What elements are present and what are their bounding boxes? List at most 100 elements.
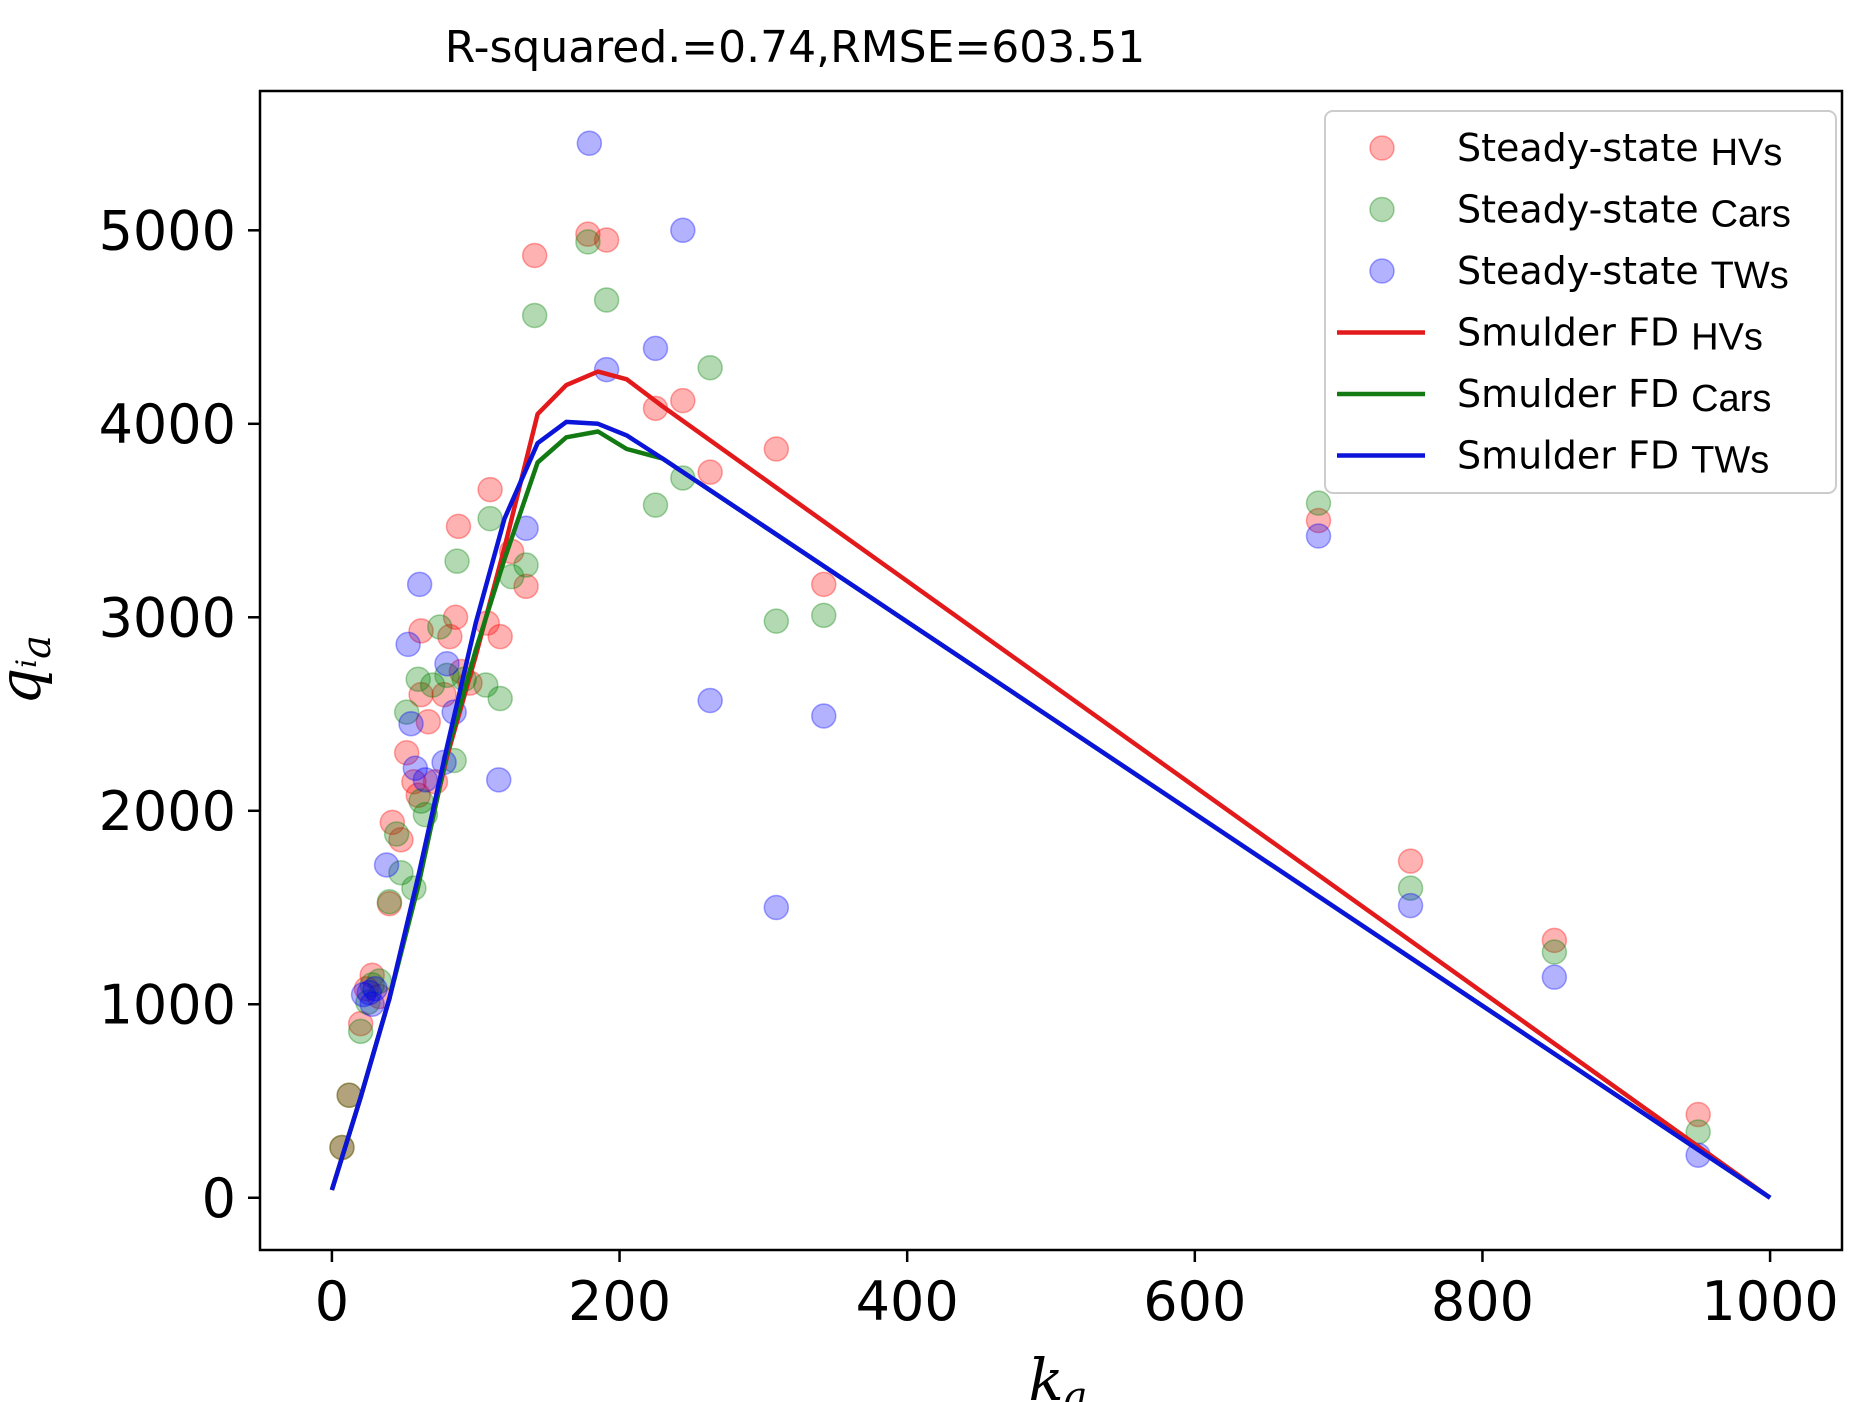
x-tick-label: 200 [568, 1270, 671, 1333]
scatter-point [576, 130, 603, 156]
legend-entry-steady-state-tws: Steady-state TWs [1369, 249, 1789, 297]
scatter-point [376, 888, 403, 915]
scatter-point [477, 476, 503, 503]
y-tick-label: 4000 [99, 393, 236, 456]
scatter-point [427, 614, 453, 640]
x-tick-label: 0 [315, 1270, 349, 1333]
scatter-point [1685, 1101, 1711, 1128]
legend-label-main: Smulder FD [1457, 311, 1679, 355]
scatter-point [1397, 892, 1424, 919]
scatter-point [811, 602, 837, 629]
x-tick-label: 400 [856, 1270, 959, 1333]
chart-title: R-squared.=0.74,RMSE=603.51 [445, 22, 1145, 73]
scatter-point [593, 227, 620, 253]
legend-label-suffix: HVs [1691, 317, 1763, 359]
legend-label-main: Smulder FD [1457, 434, 1679, 478]
legend-marker [1369, 135, 1395, 161]
scatter-point [763, 894, 790, 921]
scatter-point [350, 981, 377, 1008]
y-tick-label: 1000 [99, 973, 236, 1036]
scatter-point [393, 739, 420, 766]
scatter-point [1541, 939, 1568, 965]
scatter-point [477, 505, 503, 532]
scatter-point [353, 976, 380, 1002]
y-axis-label: qia [0, 635, 60, 705]
scatter-point [379, 809, 406, 836]
legend-marker [1369, 258, 1395, 284]
y-label-base: q [0, 668, 54, 705]
scatter-point [811, 571, 837, 598]
x-tick-label: 800 [1431, 1270, 1534, 1333]
legend-entry-smulder-fd-tws: Smulder FD TWs [1337, 434, 1769, 482]
scatter-point [1541, 927, 1568, 954]
scatter-point [670, 217, 696, 244]
x-tick-label: 1000 [1701, 1270, 1838, 1333]
legend-box [1324, 110, 1837, 494]
legend-entry-smulder-fd-hvs: Smulder FD HVs [1337, 311, 1763, 359]
scatter-point [402, 755, 429, 781]
legend-marker [1369, 196, 1395, 223]
legend-entry-steady-state-cars: Steady-state Cars [1369, 188, 1791, 236]
y-tick-label: 3000 [99, 586, 236, 649]
scatter-point [415, 709, 442, 735]
y-label-sub-i: i [10, 659, 43, 668]
scatter-point [356, 979, 383, 1006]
scatter-point [697, 687, 723, 714]
scatter-point [362, 976, 388, 1002]
y-tick-label: 0 [202, 1167, 236, 1230]
scatter-point [405, 666, 431, 692]
x-axis-label: ka [1028, 1346, 1087, 1402]
x-tick-label: 600 [1143, 1270, 1246, 1333]
scatter-point [473, 672, 499, 698]
scatter-point [408, 681, 434, 708]
scatter-point [811, 703, 837, 729]
scatter-point [359, 962, 385, 988]
scatter-point [393, 699, 420, 725]
legend-entry-steady-state-hvs: Steady-state HVs [1369, 126, 1782, 174]
legend-label-suffix: Cars [1691, 378, 1771, 420]
scatter-point [642, 492, 669, 518]
legend-label-main: Steady-state [1457, 249, 1699, 293]
scatter-point [763, 608, 790, 634]
x-axis: 0 200 400 600 800 1000 [315, 1250, 1839, 1333]
legend-entry-smulder-fd-cars: Smulder FD Cars [1337, 372, 1771, 420]
legend-label-main: Smulder FD [1457, 372, 1679, 416]
scatter-point [1305, 523, 1332, 549]
scatter-point [487, 623, 513, 650]
scatter-point [1305, 490, 1332, 516]
scatter-point [442, 604, 469, 631]
scatter-point [359, 972, 385, 998]
legend-label: Steady-state HVs [1457, 126, 1782, 174]
scatter-point [763, 436, 790, 462]
scatter-point [521, 242, 548, 269]
scatter-point [383, 821, 410, 847]
scatter-point [1305, 507, 1332, 534]
legend-label-suffix: TWs [1691, 440, 1769, 482]
scatter-point [376, 890, 403, 917]
line-smulder-fd-tws [329, 419, 1772, 1200]
scatter-point [347, 1018, 374, 1045]
scatter-point [388, 859, 414, 886]
scatter-point [405, 782, 431, 809]
legend-label-main: Steady-state [1457, 188, 1699, 232]
scatter-point [487, 685, 513, 712]
y-label-sub-a: a [14, 635, 60, 659]
scatter-point [575, 221, 601, 247]
scatter-point [395, 631, 421, 658]
scatter-point [434, 650, 460, 677]
y-axis: 0 1000 2000 3000 4000 5000 [99, 199, 260, 1230]
scatter-point [401, 769, 427, 795]
scatter-point [513, 552, 539, 578]
scatter-point [412, 767, 439, 793]
y-tick-label: 5000 [99, 199, 236, 262]
series-steady-state-cars [329, 229, 1711, 1161]
legend-label-suffix: Cars [1711, 194, 1791, 236]
scatter-point [445, 513, 472, 540]
scatter-point [398, 710, 424, 737]
scatter-point [431, 681, 457, 708]
scatter-point [437, 623, 463, 650]
y-tick-label: 2000 [99, 780, 236, 843]
x-label-sub: a [1064, 1374, 1088, 1402]
